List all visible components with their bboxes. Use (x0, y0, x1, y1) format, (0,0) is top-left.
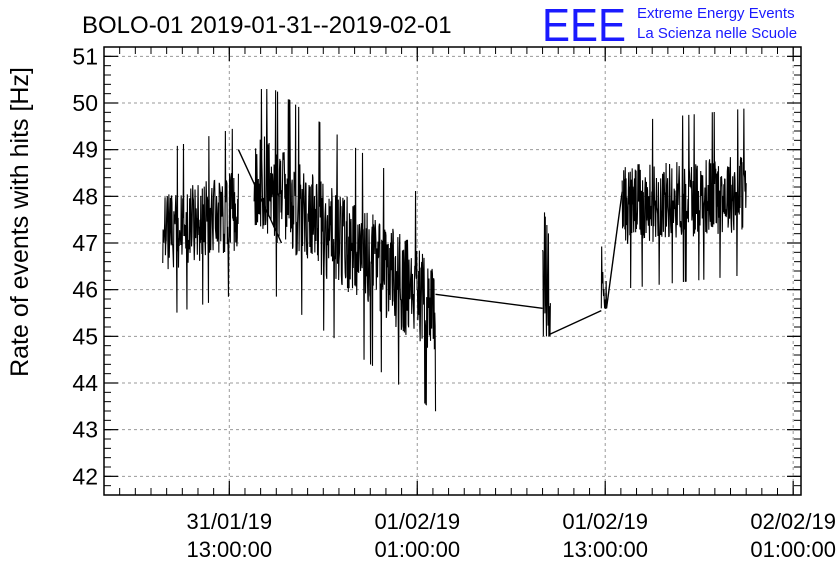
x-tick-date-label: 01/02/19 (374, 509, 460, 534)
y-tick-label: 51 (72, 43, 98, 69)
plot-frame (103, 46, 802, 496)
series-segment (621, 108, 747, 289)
brand-line-1: Extreme Energy Events (637, 5, 795, 22)
y-tick-label: 44 (72, 370, 98, 396)
x-tick-date-label: 02/02/19 (750, 509, 836, 534)
series-bridge-line (605, 191, 623, 309)
series-segment (253, 88, 437, 412)
series-segment (542, 212, 551, 337)
y-tick-label: 50 (72, 90, 98, 116)
x-tick-date-label: 01/02/19 (562, 509, 648, 534)
series-segment (600, 246, 608, 309)
x-tick-time-label: 13:00:00 (186, 537, 272, 562)
x-tick-date-label: 31/01/19 (186, 509, 272, 534)
y-tick-label: 45 (72, 323, 98, 349)
series-bridge-line (435, 293, 543, 310)
series-segment (162, 128, 239, 313)
y-tick-label: 42 (72, 463, 98, 489)
x-tick-time-label: 13:00:00 (562, 537, 648, 562)
y-tick-label: 48 (72, 183, 98, 209)
axes: 42 43 44 45 46 47 48 49 50 51 31/01/19 13:00:00 01/0… (72, 43, 836, 562)
series-bridge-line (550, 310, 602, 335)
chart-title: BOLO-01 2019-01-31--2019-02-01 (82, 12, 452, 39)
y-tick-label: 43 (72, 417, 98, 443)
eee-logo: EEE (542, 0, 626, 51)
y-axis-title: Rate of events with hits [Hz] (6, 67, 34, 377)
y-tick-label: 47 (72, 230, 98, 256)
x-tick-time-label: 01:00:00 (374, 537, 460, 562)
brand-line-2: La Scienza nelle Scuole (637, 25, 797, 42)
data-series (162, 88, 747, 412)
y-tick-label: 49 (72, 137, 98, 163)
y-tick-label: 46 (72, 277, 98, 303)
x-tick-time-label: 01:00:00 (750, 537, 836, 562)
